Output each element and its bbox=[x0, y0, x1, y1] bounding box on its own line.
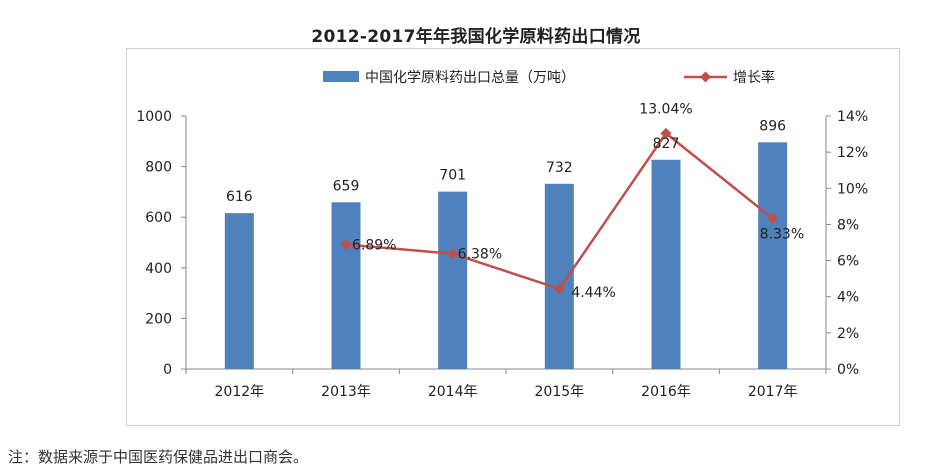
growth-rate-marker bbox=[447, 248, 459, 260]
growth-rate-marker bbox=[340, 238, 352, 250]
growth-rate-label: 6.89% bbox=[352, 237, 396, 253]
x-tick-label: 2016年 bbox=[641, 384, 691, 400]
bar bbox=[651, 159, 681, 369]
growth-rate-marker bbox=[660, 127, 672, 139]
y-right-tick-label: 14% bbox=[837, 109, 868, 125]
y-right-tick-label: 8% bbox=[837, 217, 859, 233]
legend-swatch-marker bbox=[700, 71, 711, 83]
axes: 0 200 400 600 800 1000 0% 2% 4% 6% 8% 10% 12% 14% 2012… bbox=[136, 109, 868, 400]
growth-rate-label: 4.44% bbox=[571, 285, 615, 301]
legend-label-bar: 中国化学原料药出口总量（万吨） bbox=[365, 70, 575, 86]
x-tick-label: 2012年 bbox=[215, 384, 265, 400]
data-labels: 616 659 701 732 827 896 6.89% 6.38% 4.44% 13.04% 8… bbox=[226, 101, 804, 300]
growth-rate-marker bbox=[553, 283, 565, 295]
bar-value-label: 732 bbox=[546, 160, 573, 176]
bar-value-label: 827 bbox=[653, 136, 680, 152]
chart-frame: 0 200 400 600 800 1000 0% 2% 4% 6% 8% 10% 12% 14% 2012… bbox=[126, 48, 900, 426]
y-left-tick-label: 1000 bbox=[136, 109, 172, 125]
x-tick-label: 2015年 bbox=[535, 384, 585, 400]
bar bbox=[544, 183, 574, 369]
growth-rate-marker bbox=[767, 212, 779, 224]
page-title: 2012-2017年年我国化学原料药出口情况 bbox=[311, 27, 641, 47]
y-right-tick-label: 0% bbox=[837, 362, 859, 378]
y-left-tick-label: 800 bbox=[145, 160, 172, 176]
legend-label-line: 增长率 bbox=[733, 69, 775, 86]
bar-value-label: 616 bbox=[226, 189, 253, 205]
legend-swatch-bar bbox=[323, 71, 359, 82]
bar bbox=[758, 142, 788, 369]
source-note: 注：数据来源于中国医药保健品进出口商会。 bbox=[8, 448, 309, 466]
y-right-tick-label: 6% bbox=[837, 254, 859, 270]
legend: 中国化学原料药出口总量（万吨） 增长率 bbox=[323, 69, 775, 86]
combo-chart: 0 200 400 600 800 1000 0% 2% 4% 6% 8% 10% 12% 14% 2012… bbox=[136, 69, 868, 400]
y-right-tick-label: 2% bbox=[837, 326, 859, 342]
y-left-tick-label: 200 bbox=[145, 311, 172, 327]
y-right-tick-label: 4% bbox=[837, 290, 859, 306]
x-tick-label: 2013年 bbox=[321, 384, 371, 400]
y-right-tick-label: 10% bbox=[837, 181, 868, 197]
growth-rate-label: 6.38% bbox=[458, 247, 502, 263]
bar-value-label: 896 bbox=[759, 118, 786, 134]
bar-series bbox=[224, 142, 788, 369]
bar-value-label: 701 bbox=[439, 168, 466, 184]
x-tick-label: 2014年 bbox=[428, 384, 478, 400]
y-left-tick-label: 600 bbox=[145, 210, 172, 226]
y-left-tick-label: 0 bbox=[163, 362, 172, 378]
bar bbox=[438, 191, 468, 369]
growth-rate-label: 13.04% bbox=[639, 101, 692, 117]
x-tick-label: 2017年 bbox=[748, 384, 798, 400]
bar bbox=[331, 202, 361, 369]
bar bbox=[224, 213, 254, 369]
y-left-tick-label: 400 bbox=[145, 261, 172, 277]
bar-value-label: 659 bbox=[333, 178, 360, 194]
y-right-tick-label: 12% bbox=[837, 145, 868, 161]
line-series bbox=[340, 127, 779, 295]
growth-rate-label: 8.33% bbox=[760, 226, 804, 242]
